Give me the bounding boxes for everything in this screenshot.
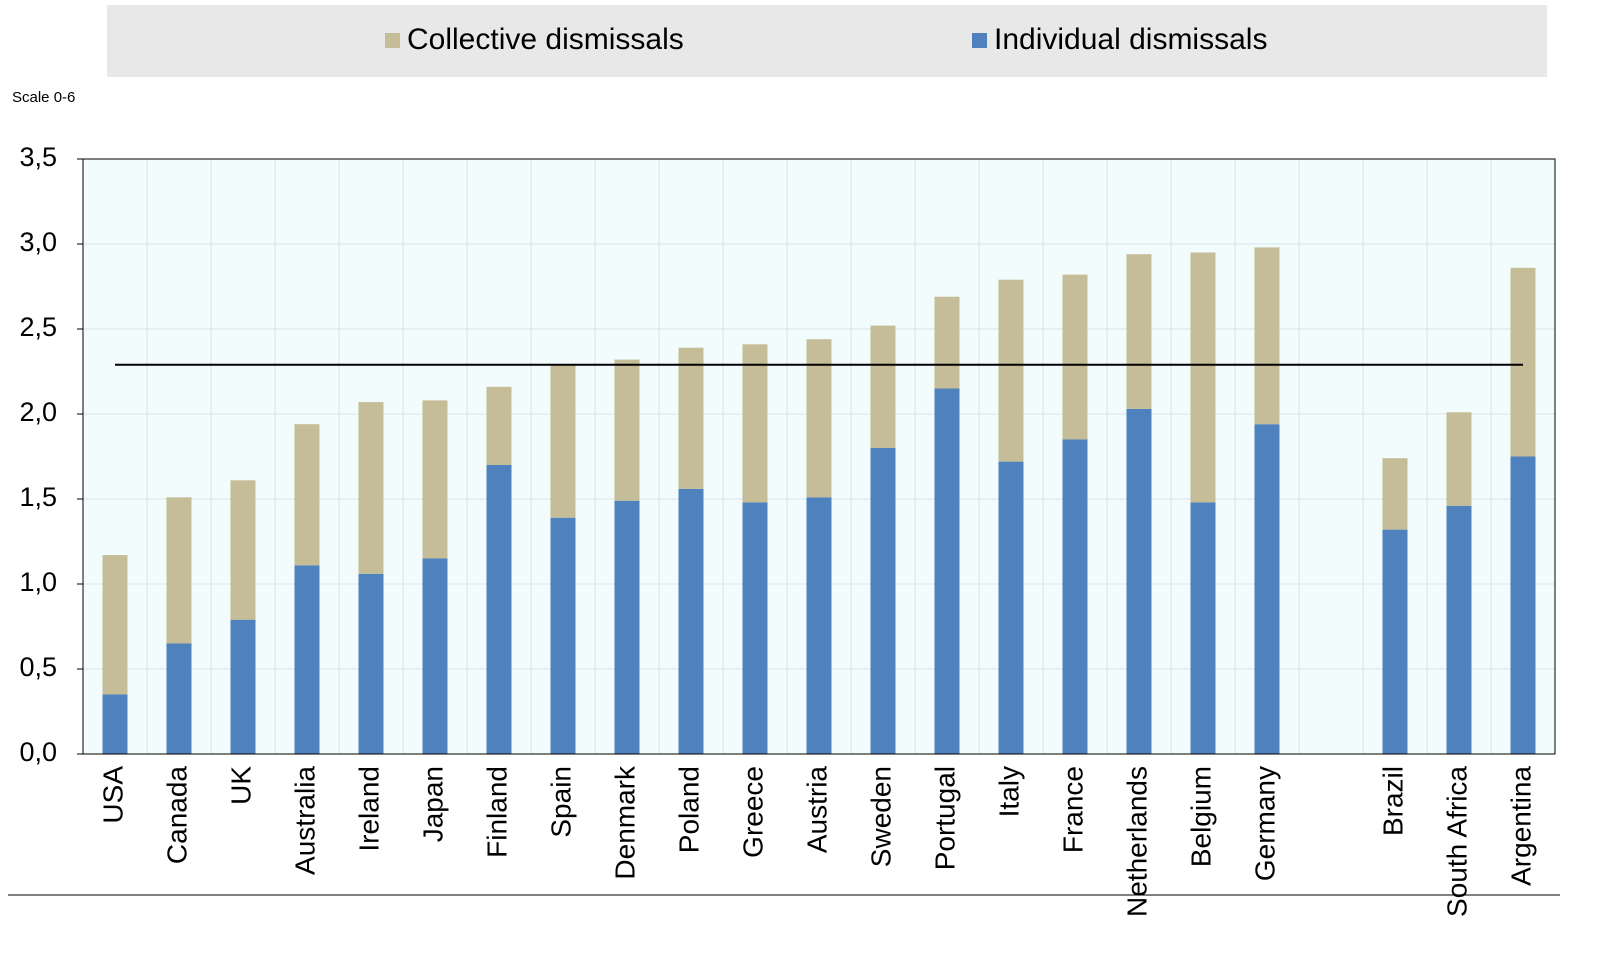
bar-segment [1254, 424, 1280, 754]
bar-segment [294, 424, 320, 566]
y-tick-label: 1,0 [19, 567, 57, 597]
x-tick-label: Portugal [929, 766, 960, 870]
bar-segment [358, 402, 384, 574]
bar-segment [166, 497, 192, 644]
bar-segment [486, 465, 512, 754]
bar-segment [230, 619, 256, 754]
bar-segment [1382, 529, 1408, 754]
x-tick-label: Netherlands [1121, 766, 1152, 917]
bar-segment [294, 565, 320, 754]
x-tick-label: Spain [545, 766, 576, 838]
bar-segment [1126, 408, 1152, 754]
x-tick-label: Belgium [1185, 766, 1216, 867]
legend-swatch [972, 33, 987, 48]
y-tick-label: 2,5 [19, 312, 57, 342]
bar-segment [998, 279, 1024, 462]
x-tick-label: Austria [801, 766, 832, 854]
y-tick-label: 0,5 [19, 652, 57, 682]
bar-segment [1062, 439, 1088, 754]
x-tick-label: Germany [1249, 766, 1280, 881]
x-tick-label: Greece [737, 766, 768, 858]
x-tick-label: Australia [289, 766, 320, 875]
bar-segment [1190, 252, 1216, 503]
bar-segment [934, 296, 960, 389]
bar-segment [486, 386, 512, 465]
bar-segment [1126, 254, 1152, 409]
x-tick-label: Italy [993, 766, 1024, 817]
bar-segment [806, 497, 832, 754]
bar-segment [998, 461, 1024, 754]
bar-segment [1446, 412, 1472, 506]
bar-segment [1446, 505, 1472, 754]
bar-segment [1190, 502, 1216, 754]
bar-segment [166, 643, 192, 754]
legend-label: Individual dismissals [994, 23, 1267, 56]
bar-segment [614, 500, 640, 754]
legend-label: Collective dismissals [407, 23, 684, 56]
bar-segment [1062, 274, 1088, 440]
bar-segment [102, 694, 128, 754]
x-tick-label: UK [225, 766, 256, 805]
bar-segment [870, 325, 896, 448]
bar-segment [230, 480, 256, 620]
bar-segment [678, 347, 704, 489]
x-tick-label: Argentina [1505, 766, 1536, 886]
bar-segment [1510, 456, 1536, 754]
plot-border [82, 158, 1556, 755]
bar-segment [358, 573, 384, 754]
x-tick-label: France [1057, 766, 1088, 853]
y-tick-label: 0,0 [19, 737, 57, 767]
x-tick-label: USA [97, 766, 128, 824]
bar-segment [1254, 247, 1280, 425]
bar-segment [934, 388, 960, 754]
x-tick-label: Brazil [1377, 766, 1408, 836]
bar-segment [1382, 458, 1408, 530]
bar-segment [422, 558, 448, 754]
bar-segment [550, 364, 576, 518]
bar-segment [422, 400, 448, 559]
y-tick-label: 3,0 [19, 227, 57, 257]
x-tick-label: Japan [417, 766, 448, 842]
bar-segment [550, 517, 576, 754]
y-tick-label: 2,0 [19, 397, 57, 427]
x-tick-label: Denmark [609, 765, 640, 880]
x-tick-label: Poland [673, 766, 704, 853]
bar-segment [870, 448, 896, 754]
x-tick-label: Finland [481, 766, 512, 858]
x-tick-label: Ireland [353, 766, 384, 852]
x-tick-label: South Africa [1441, 766, 1472, 917]
bar-segment [678, 488, 704, 754]
bar-segment [806, 339, 832, 498]
bar-segment [742, 502, 768, 754]
subtitle: Scale 0-6 [12, 89, 75, 106]
bar-segment [614, 359, 640, 501]
x-tick-label: Sweden [865, 766, 896, 867]
y-tick-label: 3,5 [19, 142, 57, 172]
legend-swatch [385, 33, 400, 48]
y-tick-label: 1,5 [19, 482, 57, 512]
legend-box [107, 5, 1547, 77]
x-tick-label: Canada [161, 766, 192, 865]
bar-segment [102, 555, 128, 695]
bar-segment [742, 344, 768, 503]
bar-segment [1510, 267, 1536, 457]
